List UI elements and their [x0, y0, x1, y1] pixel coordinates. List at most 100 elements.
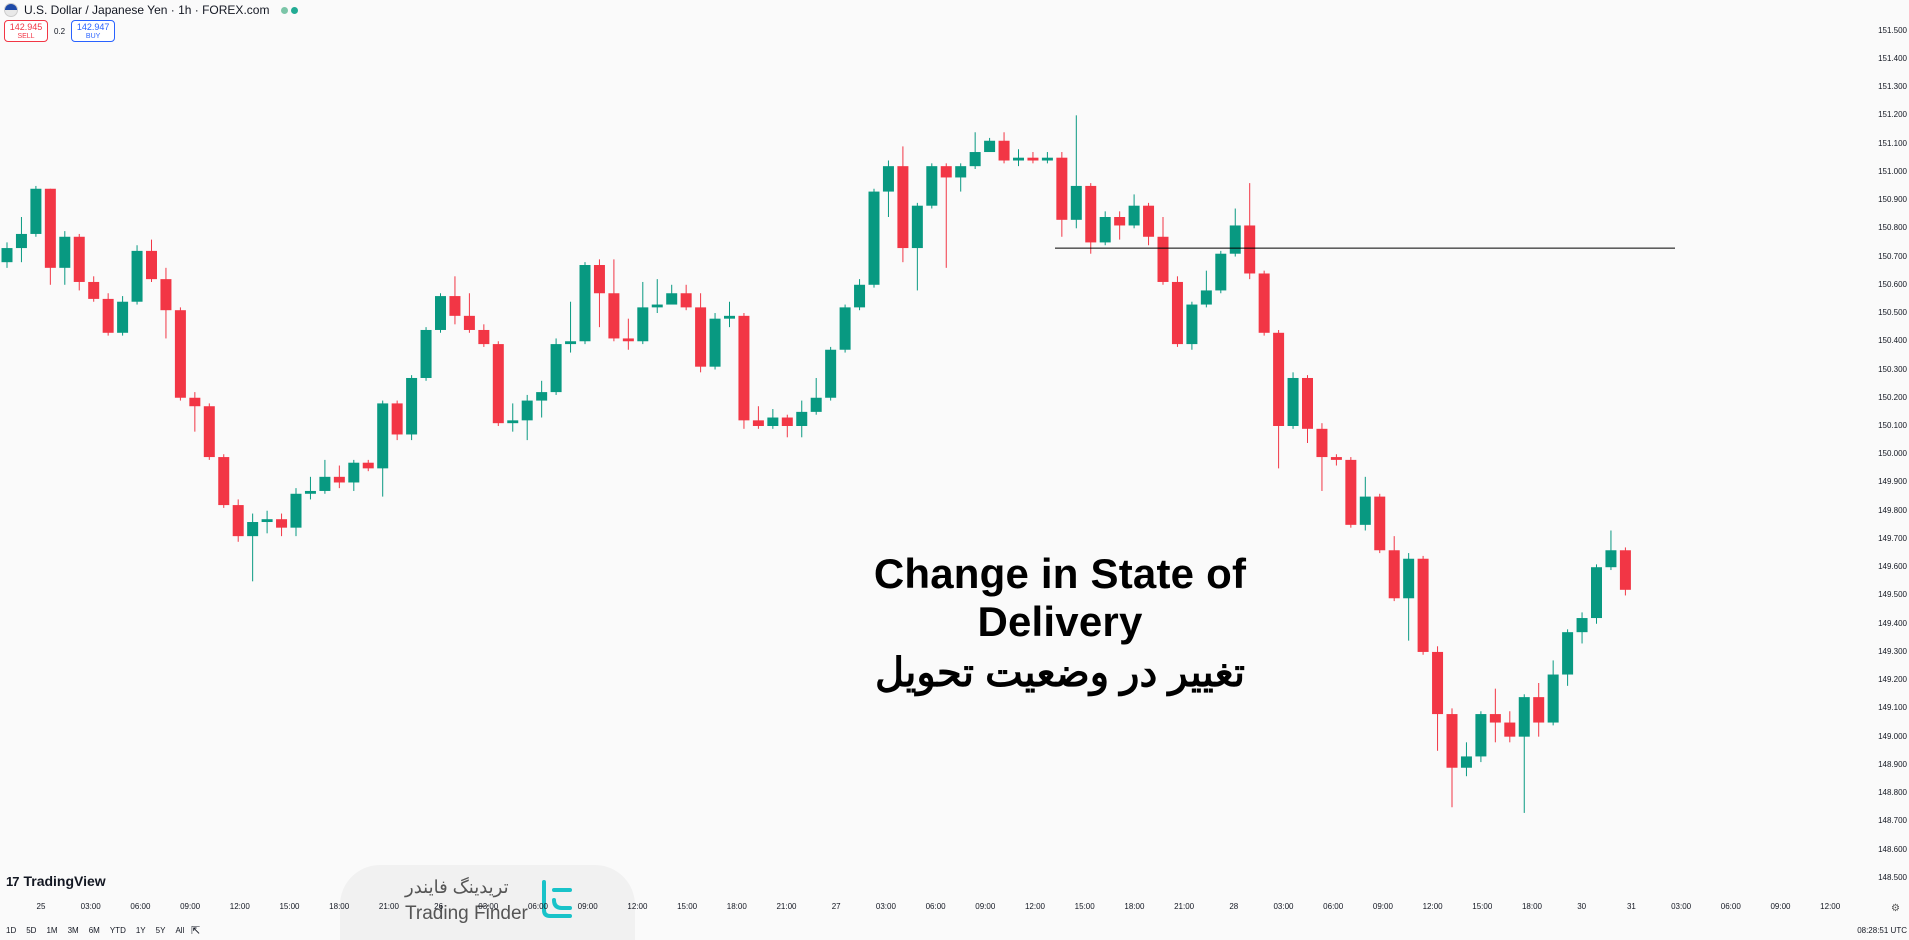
candle-body [781, 417, 793, 426]
candle [507, 403, 519, 432]
candle-body [969, 152, 981, 167]
price-tick-label: 148.500 [1878, 872, 1907, 882]
candle [666, 284, 678, 305]
candle-body [261, 519, 273, 523]
candle-body [449, 296, 461, 316]
period-3m[interactable]: 3M [67, 926, 79, 935]
candle [420, 327, 432, 381]
period-5d[interactable]: 5D [26, 926, 37, 935]
candle [1518, 694, 1530, 813]
candle [449, 276, 461, 325]
candle [1619, 547, 1631, 596]
candle-body [348, 462, 360, 483]
candle [1085, 183, 1097, 254]
candle-body [1186, 304, 1198, 345]
candle-body [550, 344, 562, 393]
price-tick-label: 150.200 [1878, 392, 1907, 402]
symbol-header: U.S. Dollar / Japanese Yen · 1h · FOREX.… [4, 2, 299, 18]
candle-body [1013, 157, 1024, 161]
time-axis[interactable]: 25 03:00 06:00 09:00 12:00 15:00 18:00 21:00 26 0… [0, 900, 1860, 916]
period-1d[interactable]: 1D [6, 926, 17, 935]
period-ytd[interactable]: YTD [109, 926, 126, 935]
candle [738, 313, 750, 429]
candle [463, 293, 475, 333]
price-tick-label: 151.100 [1878, 138, 1907, 148]
symbol-title[interactable]: U.S. Dollar / Japanese Yen · 1h · FOREX.… [24, 3, 270, 17]
trade-panel: 142.945 SELL 0.2 142.947 BUY [4, 20, 116, 42]
candle-body [218, 457, 230, 506]
time-tick-label: 09:00 [1372, 902, 1393, 911]
candle-body [521, 400, 533, 421]
candle [695, 293, 707, 373]
period-1y[interactable]: 1Y [135, 926, 146, 935]
period-5y[interactable]: 5Y [155, 926, 166, 935]
period-1m[interactable]: 1M [46, 926, 58, 935]
utc-clock[interactable]: 08:28:51 UTC [1857, 926, 1907, 935]
candle-body [680, 293, 692, 308]
candle-body [435, 296, 446, 330]
price-tick-label: 149.200 [1878, 675, 1907, 685]
bottom-toolbar: 1D 5D 1M 3M 6M YTD 1Y 5Y All ⇱ 08:28:51 UTC [0, 921, 1909, 940]
candle [1504, 711, 1516, 743]
axis-settings-icon[interactable]: ⚙ [1891, 903, 1900, 914]
candle-body [940, 166, 952, 178]
time-tick-label: 09:00 [577, 902, 598, 911]
candle [1099, 211, 1111, 246]
time-tick-label: 09:00 [1770, 902, 1791, 911]
candle [304, 476, 316, 500]
time-tick-label: 06:00 [130, 902, 151, 911]
candle [1200, 270, 1212, 308]
sell-button[interactable]: 142.945 SELL [4, 20, 48, 42]
candle [565, 301, 577, 353]
time-tick-label: 18:00 [1124, 902, 1145, 911]
candle-body [102, 298, 114, 333]
trading-finder-logo-icon [542, 880, 572, 918]
candle [1041, 152, 1053, 164]
market-status-icon [281, 6, 289, 14]
candle-body [174, 310, 186, 398]
candle [1287, 372, 1299, 429]
candle [189, 392, 201, 432]
candle-body [839, 307, 851, 350]
candle-body [593, 265, 605, 294]
tradingview-mark-icon: 17 [6, 873, 20, 889]
time-tick-label: 09:00 [975, 902, 996, 911]
candle-body [463, 315, 475, 330]
candle-body [998, 140, 1010, 161]
candle [926, 163, 938, 209]
candle-body [1302, 377, 1313, 429]
candle [1359, 476, 1371, 531]
time-tick-label: 12:00 [1024, 902, 1046, 911]
candle [1070, 115, 1082, 229]
time-tick-label: 03:00 [1671, 902, 1692, 911]
candle [290, 488, 302, 537]
candle [897, 146, 909, 263]
candle-body [1547, 674, 1559, 723]
period-6m[interactable]: 6M [88, 926, 100, 935]
candle-body [579, 265, 591, 342]
sell-label: SELL [17, 33, 35, 40]
candle-body [767, 417, 779, 426]
candle [1417, 555, 1429, 655]
spread-value: 0.2 [54, 26, 66, 36]
candle [146, 239, 157, 282]
go-to-date-icon[interactable]: ⇱ [191, 925, 201, 937]
candle-body [1518, 697, 1530, 737]
tradingview-logo[interactable]: 17 TradingView [6, 873, 106, 889]
candle [15, 216, 27, 263]
buy-button[interactable]: 142.947 BUY [71, 20, 116, 42]
candle [174, 307, 186, 401]
candle [247, 513, 259, 582]
candle-body [911, 205, 923, 249]
candle [348, 459, 360, 491]
buy-price: 142.947 [76, 22, 110, 32]
title-persian: تغییر در وضعیت تحویل [874, 651, 1246, 695]
candle-body [1562, 632, 1574, 675]
candle-body [1258, 273, 1270, 333]
price-axis[interactable]: 151.500 151.400 151.300 151.200 151.100 151.0… [1860, 0, 1909, 910]
candle-body [637, 307, 649, 342]
price-chart[interactable] [0, 0, 1860, 900]
period-all[interactable]: All [175, 926, 185, 935]
candle-body [1099, 216, 1111, 243]
candle-body [1533, 697, 1545, 723]
